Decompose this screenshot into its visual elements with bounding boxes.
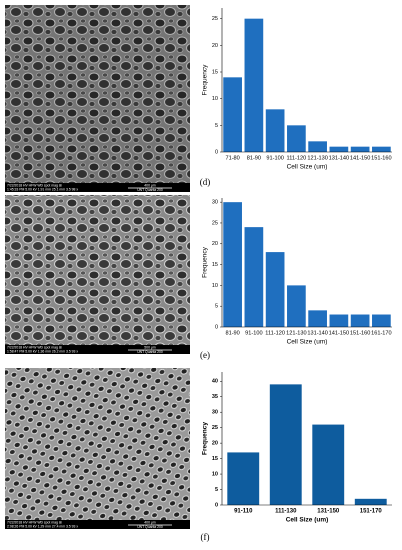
bar — [269, 384, 302, 505]
x-axis-title: Cell Size (um) — [287, 164, 328, 171]
x-tick-label: 71-80 — [225, 155, 239, 161]
y-tick-label: 10 — [212, 283, 218, 289]
y-tick-label: 25 — [212, 220, 218, 226]
x-tick-label: 141-150 — [350, 155, 371, 161]
panel-label: (f) — [201, 532, 210, 542]
scale-label: 400 μm — [144, 520, 156, 524]
x-tick-label: 111-120 — [265, 330, 285, 336]
bar — [372, 314, 391, 327]
bar — [329, 314, 349, 327]
x-tick-label: 131-150 — [317, 509, 340, 515]
info-text: 2:08:26 PM 5.00 kV 1.29 mm 27.4 mm 3.5 9… — [7, 525, 78, 529]
scale-label: 400 μm — [144, 183, 156, 187]
x-axis-title: Cell Size (um) — [286, 517, 329, 524]
sem-image — [5, 195, 190, 345]
y-tick-label: 5 — [215, 304, 218, 310]
y-tick-label: 40 — [212, 379, 218, 385]
y-tick-label: 20 — [212, 441, 218, 447]
y-tick-label: 20 — [212, 241, 218, 247]
info-bar — [5, 183, 190, 192]
bar — [287, 125, 306, 152]
x-tick-label: 161-170 — [371, 330, 392, 336]
instrument: UNT Quanta 200 — [137, 525, 163, 529]
info-text: 1:58:47 PM 5.00 kV 1.36 mm 26.2 mm 3.5 9… — [7, 350, 78, 354]
x-tick-label: 151-160 — [371, 155, 392, 161]
x-tick-label: 131-140 — [307, 330, 328, 336]
info-bar — [5, 520, 190, 529]
instrument: UNT Quanta 200 — [137, 350, 163, 354]
sem-image — [5, 368, 190, 520]
y-axis-title: Frequency — [202, 246, 209, 277]
y-tick-label: 15 — [212, 456, 218, 462]
y-tick-label: 0 — [215, 502, 218, 508]
x-tick-label: 131-140 — [329, 155, 350, 161]
bar — [354, 498, 387, 505]
bar — [372, 146, 391, 152]
bar — [244, 227, 264, 327]
info-bar — [5, 345, 190, 354]
bar — [308, 310, 327, 327]
y-tick-label: 10 — [212, 472, 218, 478]
bar — [223, 77, 242, 152]
y-tick-label: 0 — [215, 324, 218, 330]
bar — [287, 285, 306, 327]
x-tick-label: 91-110 — [234, 509, 253, 515]
x-tick-label: 121-130 — [286, 330, 307, 336]
scale-label: 500 μm — [144, 345, 156, 349]
info-text: 7/22/2018 HV HFW WD spot mag ⊞ — [7, 345, 62, 349]
x-tick-label: 81-90 — [225, 330, 239, 336]
y-tick-label: 25 — [212, 16, 218, 22]
info-text: 7/22/2018 HV HFW WD spot mag ⊞ — [7, 520, 62, 524]
x-tick-label: 151-170 — [360, 509, 383, 515]
info-text: 1:45:33 PM 5.00 kV 1.91 mm 25.1 mm 3.5 9… — [7, 188, 78, 192]
panel-label: (d) — [200, 177, 211, 187]
bar — [308, 141, 327, 152]
info-text: 7/22/2018 HV HFW WD spot mag ⊞ — [7, 183, 62, 187]
panel-label: (e) — [200, 350, 210, 360]
y-axis-title: Frequency — [202, 64, 209, 95]
y-tick-label: 15 — [212, 69, 218, 75]
y-tick-label: 10 — [212, 96, 218, 102]
y-tick-label: 15 — [212, 262, 218, 268]
y-tick-label: 20 — [212, 43, 218, 49]
y-tick-label: 30 — [212, 200, 218, 206]
bar — [312, 424, 345, 505]
bar — [244, 18, 264, 152]
bar — [265, 252, 285, 327]
y-tick-label: 35 — [212, 394, 218, 400]
x-tick-label: 111-130 — [275, 509, 297, 515]
y-tick-label: 5 — [215, 123, 218, 129]
bar — [350, 146, 370, 152]
x-tick-label: 151-160 — [350, 330, 371, 336]
x-tick-label: 111-120 — [287, 155, 307, 161]
y-tick-label: 25 — [212, 425, 218, 431]
y-tick-label: 0 — [215, 149, 218, 155]
x-tick-label: 91-100 — [245, 330, 262, 336]
y-tick-label: 5 — [215, 487, 218, 493]
bar — [265, 109, 285, 152]
bar — [227, 452, 260, 505]
bar — [350, 314, 370, 327]
y-tick-label: 30 — [212, 410, 218, 416]
bar — [329, 146, 349, 152]
sem-image — [5, 5, 190, 183]
x-tick-label: 91-100 — [266, 155, 283, 161]
x-tick-label: 81-90 — [247, 155, 261, 161]
x-axis-title: Cell Size (um) — [287, 339, 328, 346]
instrument: UNT Quanta 200 — [137, 188, 163, 192]
x-tick-label: 121-130 — [307, 155, 328, 161]
bar — [223, 202, 242, 327]
x-tick-label: 141-150 — [329, 330, 350, 336]
y-axis-title: Frequency — [202, 422, 209, 455]
